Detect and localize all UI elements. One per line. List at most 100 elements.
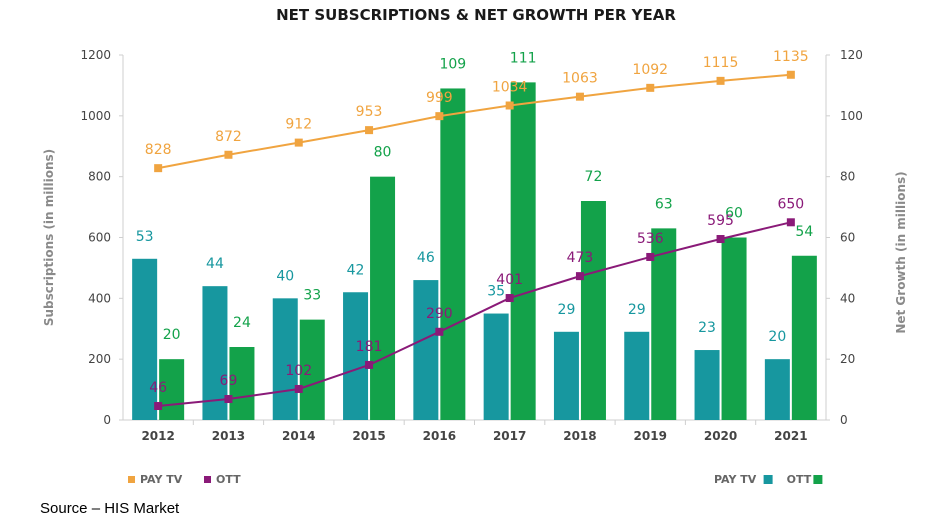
legend-line-paytv-swatch: [128, 476, 135, 483]
point-paytv-label: 1063: [562, 71, 598, 87]
bar-paytv-label: 53: [136, 229, 154, 245]
legend-line-paytv-label: PAY TV: [140, 473, 183, 486]
bar-paytv-label: 23: [698, 320, 716, 336]
point-ott-label: 290: [426, 306, 453, 322]
point-ott-label: 650: [777, 196, 804, 212]
point-ott: [224, 395, 233, 404]
bar-ott-label: 80: [374, 145, 392, 161]
bar-paytv: [764, 359, 790, 420]
bars: [132, 82, 817, 420]
point-ott: [294, 384, 303, 393]
y-right-tick-label: 40: [840, 291, 855, 305]
bar-paytv: [132, 258, 158, 420]
x-tick-label: 2019: [634, 429, 667, 443]
point-paytv: [365, 126, 374, 135]
legend-line-ott-label: OTT: [216, 473, 241, 486]
point-paytv-label: 953: [356, 104, 383, 120]
bar-ott: [721, 237, 747, 420]
x-tick-label: 2020: [704, 429, 737, 443]
lines: [154, 70, 795, 411]
bar-ott: [370, 176, 396, 420]
point-paytv: [575, 92, 584, 101]
bar-ott-label: 33: [303, 288, 321, 304]
y-left-tick-label: 800: [88, 170, 111, 184]
bar-ott-label: 20: [163, 327, 181, 343]
bar-ott: [791, 255, 817, 420]
bar-paytv: [624, 331, 650, 420]
y-left-tick-label: 200: [88, 352, 111, 366]
legend-bar-paytv-swatch: [763, 475, 773, 484]
point-ott: [786, 218, 795, 227]
line-ott: [158, 221, 792, 408]
bar-ott-label: 109: [439, 56, 466, 72]
bar-paytv-label: 29: [558, 302, 576, 318]
bar-paytv: [202, 286, 228, 420]
legend-bar-ott-swatch: [813, 475, 823, 484]
point-paytv-label: 999: [426, 90, 453, 106]
bar-paytv: [553, 331, 579, 420]
point-ott-label: 595: [707, 213, 734, 229]
x-tick-label: 2014: [282, 429, 315, 443]
point-ott-label: 181: [356, 339, 383, 355]
bar-paytv-label: 35: [487, 284, 505, 300]
bar-ott-label: 24: [233, 315, 251, 331]
point-paytv: [505, 101, 514, 110]
bar-paytv: [413, 280, 439, 420]
y-left-tick-label: 0: [103, 413, 111, 427]
bar-ott: [510, 82, 536, 420]
point-paytv-label: 1034: [492, 79, 528, 95]
y-left-tick-label: 1200: [80, 48, 111, 62]
bar-paytv-label: 46: [417, 250, 435, 266]
bar-paytv: [694, 350, 720, 420]
point-paytv: [224, 150, 233, 159]
bar-ott: [580, 201, 606, 420]
bar-ott: [229, 347, 255, 420]
bar-ott-label: 63: [655, 196, 673, 212]
x-tick-label: 2013: [212, 429, 245, 443]
bar-paytv: [483, 313, 509, 420]
y-right-tick-label: 120: [840, 48, 863, 62]
bar-paytv-label: 44: [206, 256, 224, 272]
point-paytv: [154, 164, 163, 173]
y-right-tick-label: 60: [840, 231, 855, 245]
bar-paytv-label: 29: [628, 302, 646, 318]
point-ott-label: 69: [220, 373, 238, 389]
point-ott: [154, 402, 163, 411]
point-paytv: [716, 76, 725, 85]
bar-ott-label: 72: [585, 169, 603, 185]
point-ott-label: 473: [567, 250, 594, 266]
y-right-tick-label: 0: [840, 413, 848, 427]
line-paytv: [157, 73, 791, 170]
axes: 0 200 400 600 800 1000 1200 0 20 40 60 80 100 120 2012…: [42, 48, 908, 443]
point-paytv-label: 1135: [773, 49, 809, 65]
point-ott: [646, 252, 655, 261]
bar-ott-label: 60: [725, 206, 743, 222]
point-ott-label: 102: [285, 363, 312, 379]
point-ott: [365, 360, 374, 369]
bar-ott: [440, 88, 466, 420]
data-labels: 53 20 44 24 40 33 42 80 46 109 35 111 29 72 29 63 23 60 20…: [136, 49, 814, 396]
source-note: Source – HIS Market: [40, 500, 180, 517]
y-left-tick-label: 1000: [80, 109, 111, 123]
bar-ott: [651, 228, 677, 420]
y-right-axis-title: Net Growth (in millions): [894, 171, 908, 333]
y-left-tick-label: 600: [88, 231, 111, 245]
x-tick-label: 2018: [563, 429, 596, 443]
point-ott: [575, 272, 584, 281]
point-paytv-label: 1115: [703, 55, 739, 71]
x-tick-label: 2021: [774, 429, 807, 443]
y-left-axis-title: Subscriptions (in millions): [42, 149, 56, 326]
x-tick-label: 2012: [141, 429, 174, 443]
bar-paytv-label: 40: [276, 268, 294, 284]
chart-title: NET SUBSCRIPTIONS & NET GROWTH PER YEAR: [276, 6, 676, 24]
bar-paytv-label: 42: [347, 262, 365, 278]
point-paytv: [786, 70, 795, 79]
y-right-tick-label: 100: [840, 109, 863, 123]
legend-bar-ott-label: OTT: [787, 473, 812, 486]
bar-paytv-label: 20: [768, 329, 786, 345]
point-paytv: [646, 83, 655, 92]
legend-bar-paytv-label: PAY TV: [714, 473, 757, 486]
point-paytv-label: 1092: [632, 62, 668, 78]
point-ott: [716, 235, 725, 244]
